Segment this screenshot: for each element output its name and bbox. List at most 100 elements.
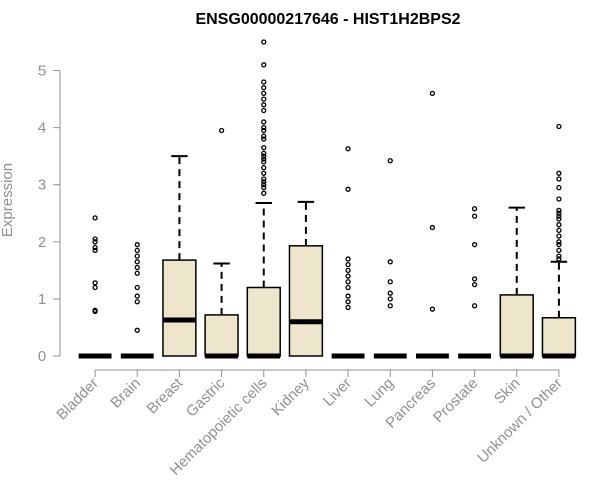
outlier-point bbox=[556, 213, 562, 219]
outlier-point bbox=[471, 281, 478, 288]
outlier-point bbox=[345, 186, 351, 192]
x-tick-label: Lung bbox=[361, 375, 397, 411]
outlier-point bbox=[556, 233, 562, 239]
outlier-point bbox=[261, 119, 267, 125]
chart-title: ENSG00000217646 - HIST1H2BPS2 bbox=[195, 11, 460, 28]
outlier-point bbox=[261, 156, 267, 162]
box-bladder bbox=[78, 215, 112, 359]
outlier-point bbox=[261, 79, 267, 85]
box-gastric bbox=[204, 127, 239, 359]
outlier-point bbox=[556, 256, 562, 262]
box-lung bbox=[373, 158, 407, 359]
outlier-point bbox=[134, 299, 140, 305]
boxes bbox=[78, 39, 577, 359]
outlier-point bbox=[556, 184, 562, 191]
y-tick-label: 3 bbox=[38, 177, 46, 194]
outlier-point bbox=[345, 267, 351, 274]
outlier-point bbox=[261, 85, 267, 91]
outlier-point bbox=[387, 290, 393, 296]
outlier-point bbox=[261, 90, 267, 97]
outlier-point bbox=[134, 259, 140, 265]
outlier-point bbox=[134, 270, 140, 276]
outlier-point bbox=[134, 242, 140, 248]
outlier-point bbox=[261, 190, 267, 196]
outlier-point bbox=[134, 253, 140, 259]
outlier-point bbox=[556, 253, 562, 259]
outlier-point bbox=[471, 276, 478, 282]
outlier-point bbox=[345, 256, 351, 262]
x-tick-label: Bladder bbox=[53, 375, 102, 424]
box-body bbox=[162, 259, 197, 357]
outlier-point bbox=[387, 279, 393, 285]
outlier-point bbox=[345, 279, 351, 285]
outlier-point bbox=[261, 102, 267, 108]
outlier-point bbox=[429, 224, 436, 231]
outlier-point bbox=[345, 146, 351, 152]
outlier-point bbox=[387, 296, 393, 302]
outlier-point bbox=[387, 303, 393, 309]
outlier-point bbox=[345, 273, 351, 279]
x-tick-label: Kidney bbox=[268, 374, 313, 419]
outlier-point bbox=[471, 206, 478, 212]
x-tick-label: Skin bbox=[491, 375, 524, 408]
box-kidney bbox=[288, 200, 324, 357]
box-body bbox=[204, 314, 239, 357]
outlier-point bbox=[134, 264, 140, 271]
box-breast bbox=[162, 155, 197, 357]
outlier-point bbox=[261, 107, 267, 114]
outlier-point bbox=[429, 90, 436, 97]
outlier-point bbox=[261, 179, 267, 185]
box-body bbox=[246, 286, 281, 357]
box-unknown-other bbox=[541, 123, 577, 359]
outlier-point bbox=[261, 144, 267, 151]
y-tick-label: 4 bbox=[38, 120, 46, 137]
outlier-point bbox=[345, 299, 351, 305]
outlier-point bbox=[556, 123, 562, 130]
outlier-point bbox=[556, 176, 562, 182]
box-hematopoietic-cells bbox=[246, 39, 281, 359]
outlier-point bbox=[261, 127, 267, 134]
outlier-point bbox=[134, 293, 140, 299]
outlier-point bbox=[345, 293, 351, 299]
outlier-point bbox=[261, 170, 267, 176]
box-body bbox=[288, 245, 324, 357]
outlier-point bbox=[261, 124, 267, 131]
box-pancreas bbox=[415, 90, 449, 359]
outlier-point bbox=[345, 284, 351, 291]
outlier-point bbox=[556, 210, 562, 216]
outlier-point bbox=[261, 164, 267, 171]
outlier-point bbox=[92, 247, 98, 254]
box-prostate bbox=[458, 206, 492, 359]
outlier-point bbox=[387, 259, 393, 265]
y-tick-label: 1 bbox=[38, 291, 46, 308]
outlier-point bbox=[471, 303, 478, 309]
outlier-point bbox=[134, 327, 140, 333]
y-axis: 0 1 2 3 4 5 bbox=[38, 63, 61, 365]
outlier-point bbox=[261, 96, 267, 102]
outlier-point bbox=[556, 170, 562, 176]
outlier-point bbox=[92, 284, 98, 291]
outlier-point bbox=[92, 239, 98, 245]
outlier-point bbox=[429, 306, 436, 312]
outlier-point bbox=[387, 158, 393, 164]
y-tick-label: 2 bbox=[38, 234, 46, 251]
outlier-point bbox=[92, 215, 98, 221]
y-tick-label: 0 bbox=[38, 348, 46, 365]
outlier-point bbox=[556, 242, 562, 248]
box-brain bbox=[120, 242, 154, 359]
outlier-point bbox=[134, 284, 140, 291]
outlier-point bbox=[556, 247, 562, 254]
outlier-point bbox=[471, 242, 478, 248]
outlier-point bbox=[556, 222, 562, 228]
x-tick-label: Prostate bbox=[430, 375, 482, 427]
outlier-point bbox=[261, 182, 267, 188]
outlier-point bbox=[218, 127, 225, 134]
box-body bbox=[541, 316, 577, 357]
outlier-point bbox=[134, 247, 140, 254]
outlier-point bbox=[261, 153, 267, 159]
outlier-point bbox=[261, 184, 267, 191]
x-tick-label: Breast bbox=[144, 374, 187, 417]
outlier-point bbox=[556, 239, 562, 245]
